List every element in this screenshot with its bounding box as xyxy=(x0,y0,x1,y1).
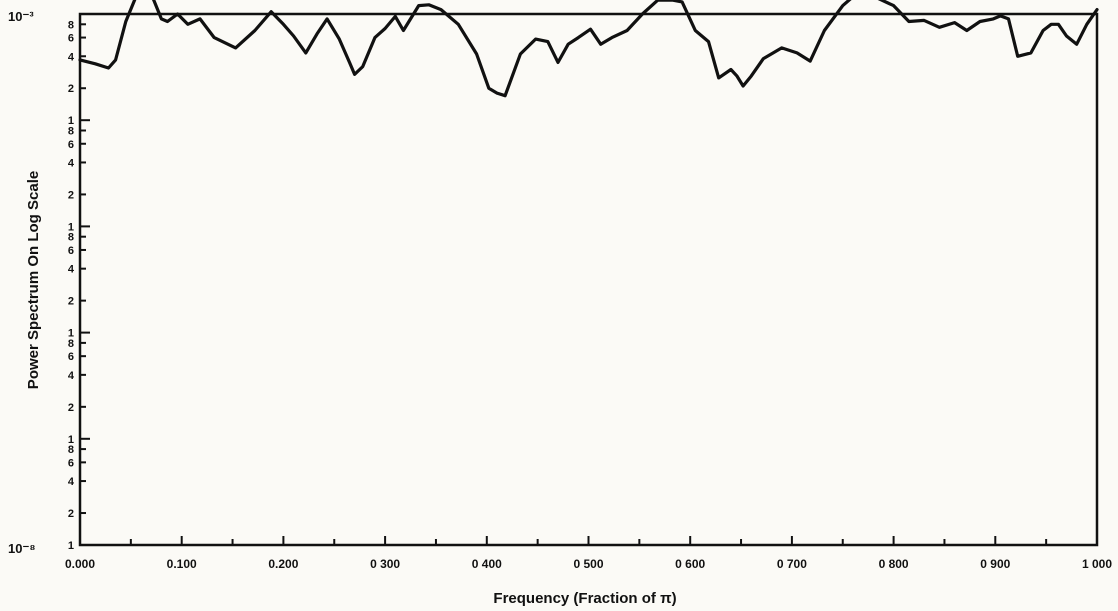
y-tick-label: 6 xyxy=(68,351,74,363)
y-tick-label: 1 xyxy=(68,115,74,127)
y-tick-label: 4 xyxy=(68,157,75,169)
x-axis-label: Frequency (Fraction of π) xyxy=(493,590,676,607)
x-axis-ticks: 0.000 0.100 0.200 0 300 0 400 0 500 0 600 0 700… xyxy=(65,536,1112,571)
x-tick-label: 0 500 xyxy=(573,557,603,571)
y-tick-label: 4 xyxy=(68,51,75,63)
y-tick-label: 2 xyxy=(68,402,74,414)
y-tick-label: 6 xyxy=(68,139,74,151)
y-tick-label: 6 xyxy=(68,33,74,45)
x-tick-label: 0 400 xyxy=(472,557,502,571)
y-tick-label: 2 xyxy=(68,296,74,308)
y-tick-label: 2 xyxy=(68,189,74,201)
x-tick-label: 0 800 xyxy=(879,557,909,571)
x-tick-label: 0 700 xyxy=(777,557,807,571)
x-tick-label: 0.000 xyxy=(65,557,95,571)
y-axis-top-label: 10⁻³ xyxy=(8,9,34,24)
y-tick-label: 1 xyxy=(68,434,74,446)
y-tick-label: 1 xyxy=(68,540,74,552)
y-tick-label: 6 xyxy=(68,245,74,257)
x-tick-label: 1 000 xyxy=(1082,557,1112,571)
y-tick-label: 1 xyxy=(68,221,74,233)
y-axis-label: Power Spectrum On Log Scale xyxy=(25,171,42,389)
y-axis-bottom-label: 10⁻⁸ xyxy=(8,541,35,556)
y-tick-label: 2 xyxy=(68,508,74,520)
y-tick-label: 8 xyxy=(68,19,74,31)
x-tick-label: 0.100 xyxy=(167,557,197,571)
y-tick-label: 1 xyxy=(68,328,74,340)
x-tick-label: 0 900 xyxy=(980,557,1010,571)
y-tick-label: 8 xyxy=(68,125,74,137)
y-tick-label: 6 xyxy=(68,457,74,469)
plot-frame xyxy=(78,12,1099,547)
x-tick-label: 0 600 xyxy=(675,557,705,571)
x-tick-label: 0.200 xyxy=(268,557,298,571)
y-tick-label: 8 xyxy=(68,232,74,244)
power-spectrum-line xyxy=(78,0,1099,98)
y-tick-label: 4 xyxy=(68,264,75,276)
y-tick-label: 8 xyxy=(68,444,74,456)
y-tick-label: 4 xyxy=(68,370,75,382)
y-tick-label: 8 xyxy=(68,338,74,350)
x-tick-label: 0 300 xyxy=(370,557,400,571)
y-tick-label: 2 xyxy=(68,83,74,95)
y-tick-label: 4 xyxy=(68,476,75,488)
